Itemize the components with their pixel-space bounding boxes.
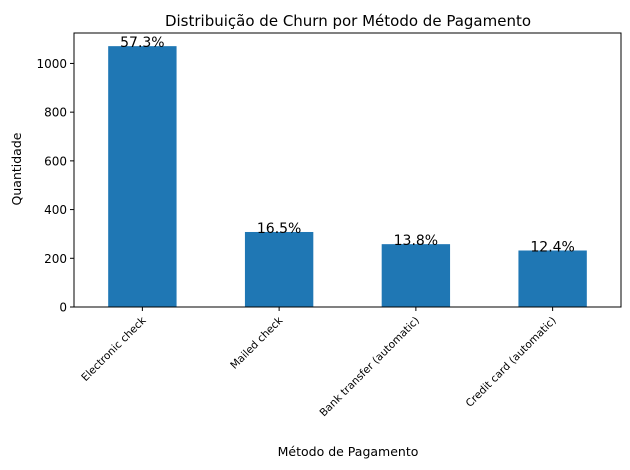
- y-axis: 0 200 400 600 800 1000: [36, 57, 74, 315]
- bar-data-label: 16.5%: [257, 221, 301, 237]
- y-tick-label: 800: [44, 106, 67, 120]
- x-axis: Electronic check Mailed check Bank transfe…: [79, 307, 559, 420]
- plot-frame: [73, 32, 622, 308]
- bar-data-label: 12.4%: [530, 239, 574, 255]
- chart-title: Distribuição de Churn por Método de Paga…: [165, 12, 531, 30]
- y-tick-label: 400: [44, 203, 67, 217]
- bar: [108, 46, 177, 307]
- bar-data-label: 57.3%: [120, 35, 164, 51]
- bar: [244, 231, 314, 307]
- x-axis-label: Método de Pagamento: [278, 444, 419, 459]
- bar: [381, 244, 451, 307]
- x-tick-label: Electronic check: [79, 314, 149, 384]
- x-tick-label: Mailed check: [228, 314, 286, 372]
- bar-data-label: 13.8%: [394, 233, 438, 249]
- x-tick-label: Bank transfer (automatic): [317, 315, 422, 420]
- bars-group: [108, 46, 587, 307]
- x-tick-label: Credit card (automatic): [464, 315, 559, 410]
- data-labels-group: 57.3% 16.5% 13.8% 12.4%: [120, 35, 575, 255]
- y-axis-label: Quantidade: [9, 132, 24, 205]
- y-tick-label: 200: [44, 252, 67, 266]
- y-tick-label: 600: [44, 154, 67, 168]
- y-tick-label: 1000: [36, 57, 67, 71]
- bar: [518, 250, 587, 307]
- y-tick-label: 0: [59, 301, 67, 315]
